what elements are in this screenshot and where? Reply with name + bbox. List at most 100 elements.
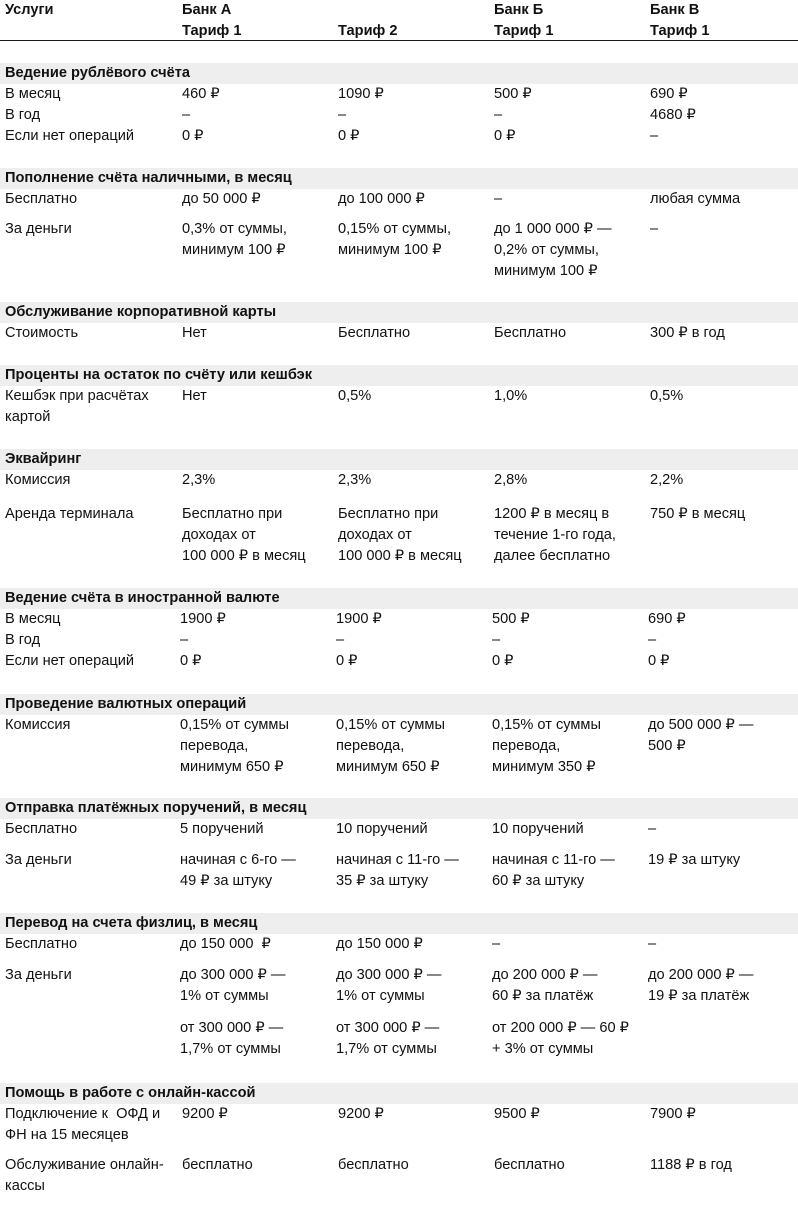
bank-a-tariff-2-value: до 300 000 ₽ — 1% от суммы — [336, 967, 442, 1004]
bank-b-tariff-1-value: до 1 000 000 ₽ — 0,2% от суммы, минимум … — [494, 221, 612, 279]
bank-a-tariff-1-value: до 50 000 ₽ — [182, 191, 261, 207]
bank-a-tariff-2-value: Бесплатно — [338, 325, 411, 341]
row-label: Обслуживание онлайн- кассы — [5, 1157, 164, 1194]
bank-v-tariff-1-value: любая сумма — [650, 191, 741, 207]
section-title: Эквайринг — [5, 451, 82, 467]
section-header: Пополнение счёта наличными, в месяц — [0, 168, 798, 189]
bank-b-tariff-1-value: 1200 ₽ в месяц в течение 1-го года, дале… — [494, 506, 616, 564]
section-title: Обслуживание корпоративной карты — [5, 304, 277, 320]
row-label: Подключение к ОФД и ФН на 15 месяцев — [5, 1106, 161, 1143]
bank-b-tariff-1-value: 500 ₽ – 0 ₽ — [492, 611, 530, 669]
bank-v-tariff-1-value: до 500 000 ₽ — 500 ₽ — [648, 717, 754, 754]
bank-b-tariff-1-value: до 200 000 ₽ — 60 ₽ за платёж — [492, 967, 598, 1004]
bank-b-tariff-1-value: Бесплатно — [494, 325, 567, 341]
bank-a-tariff-1-value: 5 поручений — [180, 821, 264, 837]
bank-v-tariff-1-value: 19 ₽ за штуку — [648, 852, 741, 868]
section-header: Ведение рублёвого счёта — [0, 63, 798, 84]
bank-b-tariff-1-value: 2,8% — [494, 472, 528, 488]
header-bank-v-tariff-1: Банк В Тариф 1 — [650, 2, 710, 39]
row-label: Бесплатно — [5, 821, 78, 837]
bank-a-tariff-1-value: 460 ₽ – 0 ₽ — [182, 86, 220, 144]
bank-v-tariff-1-value: – — [650, 221, 659, 237]
bank-a-tariff-2-value: 9200 ₽ — [338, 1106, 384, 1122]
bank-a-tariff-1-value: 9200 ₽ — [182, 1106, 228, 1122]
header-bank-a-tariff-2: Тариф 2 — [338, 23, 398, 39]
row-label: За деньги — [5, 221, 72, 237]
bank-a-tariff-2-value: 1090 ₽ – 0 ₽ — [338, 86, 384, 144]
section-title: Проведение валютных операций — [5, 696, 247, 712]
bank-a-tariff-2-value: 2,3% — [338, 472, 372, 488]
bank-a-tariff-1-value: Бесплатно при доходах от 100 000 ₽ в мес… — [182, 506, 306, 564]
row-label: Бесплатно — [5, 936, 78, 952]
section-header: Отправка платёжных поручений, в месяц — [0, 798, 798, 819]
row-label: За деньги — [5, 852, 72, 868]
bank-a-tariff-1-value: 2,3% — [182, 472, 216, 488]
bank-b-tariff-1-value: бесплатно — [494, 1157, 565, 1173]
section-header: Ведение счёта в иностранной валюте — [0, 588, 798, 609]
section-header: Помощь в работе с онлайн-кассой — [0, 1083, 798, 1104]
bank-b-tariff-1-value: 500 ₽ – 0 ₽ — [494, 86, 532, 144]
bank-a-tariff-2-value: до 150 000 ₽ — [336, 936, 423, 952]
row-label: Аренда терминала — [5, 506, 134, 522]
row-label: За деньги — [5, 967, 72, 983]
bank-a-tariff-1-value: 0,3% от суммы, минимум 100 ₽ — [182, 221, 287, 258]
bank-a-tariff-1-value: Нет — [182, 325, 207, 341]
section-header: Перевод на счета физлиц, в месяц — [0, 913, 798, 934]
bank-a-tariff-1-value: 1900 ₽ – 0 ₽ — [180, 611, 226, 669]
row-label: Комиссия — [5, 717, 71, 733]
bank-a-tariff-2-value: 10 поручений — [336, 821, 428, 837]
header-bank-b-tariff-1: Банк Б Тариф 1 — [494, 2, 554, 39]
bank-v-tariff-1-value: 1188 ₽ в год — [650, 1157, 732, 1173]
bank-a-tariff-2-value: начиная с 11-го — 35 ₽ за штуку — [336, 852, 459, 889]
section-title: Отправка платёжных поручений, в месяц — [5, 800, 307, 816]
bank-b-tariff-1-value: 1,0% — [494, 388, 528, 404]
bank-v-tariff-1-value: – — [648, 936, 657, 952]
bank-a-tariff-2-value: бесплатно — [338, 1157, 409, 1173]
bank-a-tariff-1-value: Нет — [182, 388, 207, 404]
section-header: Проценты на остаток по счёту или кешбэк — [0, 365, 798, 386]
bank-v-tariff-1-value: 2,2% — [650, 472, 684, 488]
bank-v-tariff-1-value: 300 ₽ в год — [650, 325, 725, 341]
section-title: Проценты на остаток по счёту или кешбэк — [5, 367, 313, 383]
row-label: Комиссия — [5, 472, 71, 488]
section-header: Обслуживание корпоративной карты — [0, 302, 798, 323]
bank-v-tariff-1-value: 7900 ₽ — [650, 1106, 696, 1122]
bank-v-tariff-1-value: 690 ₽ – 0 ₽ — [648, 611, 686, 669]
bank-b-tariff-1-value: начиная с 11-го — 60 ₽ за штуку — [492, 852, 615, 889]
section-title: Помощь в работе с онлайн-кассой — [5, 1085, 256, 1101]
section-title: Ведение рублёвого счёта — [5, 65, 191, 81]
bank-a-tariff-1-value: до 150 000 ₽ — [180, 936, 271, 952]
bank-a-tariff-1-value: 0,15% от суммы перевода, минимум 650 ₽ — [180, 717, 289, 775]
bank-a-tariff-1-value: до 300 000 ₽ — 1% от суммы — [180, 967, 286, 1004]
section-title: Пополнение счёта наличными, в месяц — [5, 170, 292, 186]
section-title: Перевод на счета физлиц, в месяц — [5, 915, 258, 931]
row-label: Стоимость — [5, 325, 79, 341]
bank-a-tariff-2-value: до 100 000 ₽ — [338, 191, 425, 207]
section-header: Проведение валютных операций — [0, 694, 798, 715]
bank-b-tariff-1-value: 10 поручений — [492, 821, 584, 837]
bank-v-tariff-1-value: 690 ₽ 4680 ₽ – — [650, 86, 696, 144]
bank-v-tariff-1-value: – — [648, 821, 657, 837]
bank-a-tariff-2-value: 0,5% — [338, 388, 372, 404]
table-header: Услуги Банк А Тариф 1 Тариф 2 Банк Б Тар… — [0, 0, 798, 41]
bank-b-tariff-1-value: от 200 000 ₽ — 60 ₽ + 3% от суммы — [492, 1020, 629, 1057]
header-services: Услуги — [5, 2, 54, 18]
bank-a-tariff-2-value: от 300 000 ₽ — 1,7% от суммы — [336, 1020, 440, 1057]
section-header: Эквайринг — [0, 449, 798, 470]
bank-a-tariff-1-value: начиная с 6-го — 49 ₽ за штуку — [180, 852, 296, 889]
row-label: В месяц В год Если нет операций — [5, 611, 135, 669]
row-label: Кешбэк при расчётах картой — [5, 388, 149, 425]
bank-b-tariff-1-value: – — [494, 191, 503, 207]
section-title: Ведение счёта в иностранной валюте — [5, 590, 280, 606]
bank-v-tariff-1-value: 0,5% — [650, 388, 684, 404]
row-label: Бесплатно — [5, 191, 78, 207]
bank-b-tariff-1-value: – — [492, 936, 501, 952]
bank-v-tariff-1-value: 750 ₽ в месяц — [650, 506, 746, 522]
bank-a-tariff-2-value: 0,15% от суммы перевода, минимум 650 ₽ — [336, 717, 445, 775]
row-label: В месяц В год Если нет операций — [5, 86, 135, 144]
bank-b-tariff-1-value: 9500 ₽ — [494, 1106, 540, 1122]
bank-a-tariff-2-value: 1900 ₽ – 0 ₽ — [336, 611, 382, 669]
bank-b-tariff-1-value: 0,15% от суммы перевода, минимум 350 ₽ — [492, 717, 601, 775]
bank-v-tariff-1-value: до 200 000 ₽ — 19 ₽ за платёж — [648, 967, 754, 1004]
bank-a-tariff-1-value: бесплатно — [182, 1157, 253, 1173]
